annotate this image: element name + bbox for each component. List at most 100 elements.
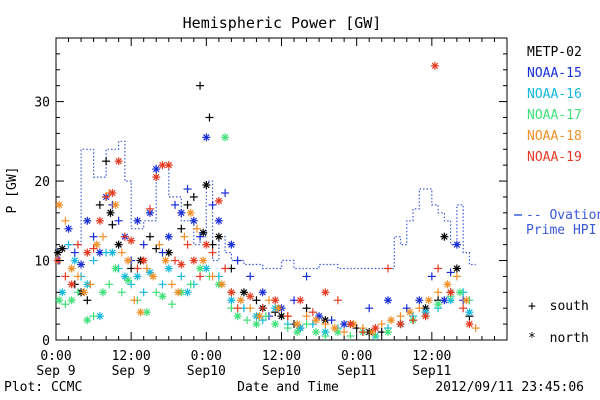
data-point — [383, 264, 392, 273]
data-point — [311, 328, 320, 337]
data-point — [358, 328, 367, 337]
data-point — [196, 81, 205, 90]
south-label: south — [550, 299, 589, 314]
data-point — [120, 232, 129, 241]
data-point — [130, 296, 139, 305]
data-point — [67, 264, 76, 273]
data-point — [180, 232, 189, 241]
x-tick-label-time-0: 0:00 — [40, 349, 71, 364]
north-label: north — [550, 331, 589, 346]
data-point — [459, 304, 468, 313]
data-point — [221, 264, 230, 273]
data-point — [233, 256, 242, 265]
data-point — [271, 320, 280, 329]
data-point — [246, 272, 255, 281]
data-point — [158, 248, 167, 257]
data-point — [136, 308, 145, 317]
data-point — [302, 272, 311, 281]
data-point — [174, 288, 183, 297]
data-point — [252, 320, 261, 329]
data-point — [377, 320, 386, 329]
series-noaa-19 — [53, 61, 474, 337]
data-point — [70, 256, 79, 265]
legend-entry-noaa-19: NOAA-19 — [527, 150, 582, 165]
data-point — [189, 256, 198, 265]
data-point — [111, 200, 120, 209]
data-point — [177, 208, 186, 217]
data-point — [321, 332, 330, 341]
series-metp-02 — [53, 81, 474, 337]
series-noaa-17 — [55, 133, 474, 341]
data-point — [55, 200, 64, 209]
data-point — [243, 316, 252, 325]
data-point — [409, 316, 418, 325]
x-tick-label-time-4: 0:00 — [341, 349, 372, 364]
data-point — [202, 133, 211, 142]
data-point — [452, 264, 461, 273]
data-point — [255, 312, 264, 321]
data-point — [98, 232, 107, 241]
data-point — [111, 264, 120, 273]
ovation-legend-line1: -- Ovation — [526, 208, 600, 223]
data-point — [383, 328, 392, 337]
data-point — [83, 216, 92, 225]
data-point — [55, 296, 64, 305]
data-point — [233, 312, 242, 321]
data-point — [158, 280, 167, 289]
data-point — [330, 324, 339, 333]
data-point — [283, 312, 292, 321]
data-point — [145, 232, 154, 241]
data-point — [177, 224, 186, 233]
series-noaa-18 — [55, 188, 480, 337]
data-point — [108, 220, 117, 229]
data-point — [340, 328, 349, 337]
data-point — [171, 200, 180, 209]
data-point — [83, 296, 92, 305]
data-point — [161, 256, 170, 265]
data-point — [205, 113, 214, 122]
data-point — [214, 196, 223, 205]
data-point — [227, 288, 236, 297]
series-noaa-16 — [58, 240, 474, 341]
data-point — [164, 264, 173, 273]
data-point — [293, 328, 302, 337]
data-point — [471, 324, 480, 333]
data-point — [383, 296, 392, 305]
data-point — [189, 216, 198, 225]
data-point — [108, 188, 117, 197]
data-point — [424, 296, 433, 305]
data-point — [114, 216, 123, 225]
data-point — [202, 240, 211, 249]
data-point — [183, 240, 192, 249]
data-point — [196, 272, 205, 281]
data-point — [465, 308, 474, 317]
x-tick-label-time-2: 0:00 — [191, 349, 222, 364]
symbol-legend: + south * north — [528, 299, 589, 346]
data-point — [199, 256, 208, 265]
data-point — [446, 288, 455, 297]
data-point — [283, 324, 292, 333]
x-axis-label: Date and Time — [237, 380, 339, 395]
chart-title: Hemispheric Power [GW] — [183, 14, 382, 32]
data-point — [365, 304, 374, 313]
x-tick-label-date-5: Sep11 — [412, 364, 451, 379]
data-point — [221, 188, 230, 197]
x-tick-label-date-1: Sep 9 — [112, 364, 151, 379]
y-tick-label-3: 30 — [34, 96, 50, 111]
data-point — [221, 133, 230, 142]
data-point — [142, 264, 151, 273]
legend-entry-metp-02: METP-02 — [527, 45, 582, 60]
series-legend: METP-02 NOAA-15 NOAA-16 NOAA-17 NOAA-18 NOAA-… — [527, 45, 582, 165]
data-point — [252, 296, 261, 305]
data-point — [124, 276, 133, 285]
data-point — [152, 173, 161, 182]
data-point — [183, 288, 192, 297]
data-point — [208, 272, 217, 281]
data-point — [164, 232, 173, 241]
data-point — [302, 304, 311, 313]
data-point — [133, 216, 142, 225]
data-point — [86, 280, 95, 289]
y-axis-label: P [GW] — [5, 167, 20, 214]
